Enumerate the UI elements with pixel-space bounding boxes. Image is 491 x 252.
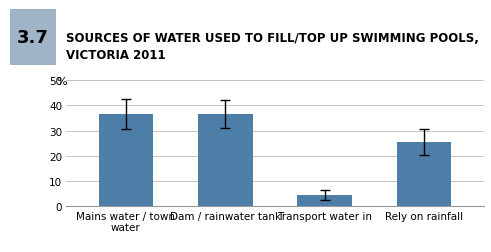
Text: %: % [56,77,67,87]
Text: 3.7: 3.7 [17,29,49,47]
Bar [198,115,252,207]
Bar [99,115,153,207]
Text: SOURCES OF WATER USED TO FILL/TOP UP SWIMMING POOLS,
VICTORIA 2011: SOURCES OF WATER USED TO FILL/TOP UP SWI… [66,32,479,62]
Bar [298,195,352,207]
Bar [397,142,451,207]
